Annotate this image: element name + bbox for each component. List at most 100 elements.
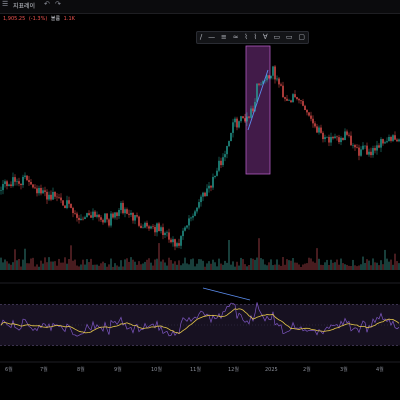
volume-bar: [346, 264, 348, 270]
candle-body: [80, 218, 82, 221]
draw-tool-9-icon[interactable]: ▢: [298, 33, 305, 41]
volume-bar: [180, 265, 182, 270]
candle-body: [386, 141, 388, 143]
volume-bar: [104, 263, 106, 270]
candle-body: [396, 139, 398, 142]
candle-body: [34, 187, 36, 189]
candle-body: [128, 213, 130, 215]
volume-bar: [390, 259, 392, 270]
candle-body: [8, 184, 10, 187]
volume-bar: [48, 257, 50, 270]
candle-body: [202, 192, 204, 197]
candle-body: [134, 215, 136, 221]
candle-body: [176, 243, 178, 247]
candle-body: [328, 136, 330, 143]
volume-bar: [262, 259, 264, 270]
volume-bar: [382, 264, 384, 270]
candle-body: [306, 110, 308, 113]
draw-tool-2-icon[interactable]: ≡: [220, 33, 227, 41]
volume-bar: [316, 248, 318, 270]
candle-body: [230, 132, 232, 142]
candle-body: [98, 214, 100, 218]
candle-body: [374, 148, 376, 151]
draw-tool-4-icon[interactable]: ⌇: [244, 33, 248, 41]
candle-body: [356, 147, 358, 148]
candle-body: [318, 127, 320, 133]
volume-bar: [204, 266, 206, 270]
candle-body: [264, 80, 266, 82]
volume-bar: [142, 263, 144, 270]
candle-body: [182, 230, 184, 237]
candle-body: [170, 239, 172, 243]
volume-bar: [336, 259, 338, 270]
volume-bar: [378, 265, 380, 270]
volume-bar: [156, 258, 158, 270]
candle-body: [218, 160, 220, 171]
volume-bar: [74, 259, 76, 270]
draw-tool-3-icon[interactable]: ≈: [232, 33, 239, 41]
volume-bar: [290, 260, 292, 270]
volume-bar: [158, 243, 160, 270]
candle-body: [390, 136, 392, 141]
candle-body: [20, 183, 22, 186]
volume-bar: [34, 266, 36, 270]
volume-bar: [208, 261, 210, 270]
candle-body: [332, 136, 334, 139]
volume-bar: [10, 264, 12, 270]
candle-body: [164, 232, 166, 235]
trendline-upper: [247, 69, 269, 131]
draw-tool-7-icon[interactable]: ▭: [273, 33, 281, 41]
volume-bar: [300, 266, 302, 270]
volume-bar: [202, 260, 204, 270]
volume-bar: [44, 257, 46, 270]
volume-bar: [288, 260, 290, 270]
volume-bar: [360, 264, 362, 270]
draw-tool-8-icon[interactable]: ▭: [285, 33, 293, 41]
volume-bar: [260, 258, 262, 270]
draw-tool-0-icon[interactable]: /: [199, 33, 203, 41]
candle-body: [6, 181, 8, 187]
drawing-toolbar: / — ≡ ≈ ⌇ ⌇ ∀ ▭ ▭ ▢: [196, 31, 309, 44]
volume-bar: [298, 264, 300, 270]
x-tick-label: 12월: [228, 366, 239, 373]
candle-body: [40, 187, 42, 194]
candle-body: [284, 97, 286, 99]
candle-body: [94, 211, 96, 217]
candle-body: [214, 175, 216, 178]
candle-body: [364, 145, 366, 147]
x-tick-label: 10월: [151, 366, 162, 373]
draw-tool-1-icon[interactable]: —: [208, 33, 216, 41]
draw-tool-5-icon[interactable]: ⌇: [253, 33, 257, 41]
draw-tool-6-icon[interactable]: ∀: [262, 33, 268, 41]
redo-icon[interactable]: ↷: [55, 0, 61, 8]
volume-bar: [138, 261, 140, 270]
layout-label[interactable]: 지표레이: [13, 3, 36, 10]
candle-body: [166, 232, 168, 234]
candle-body: [232, 122, 234, 133]
undo-icon[interactable]: ↶: [44, 0, 50, 8]
menu-icon[interactable]: ☰: [2, 0, 9, 8]
volume-bar: [258, 238, 260, 270]
candle-body: [380, 139, 382, 148]
volume-bar: [108, 264, 110, 270]
candle-body: [378, 145, 380, 148]
candle-body: [190, 217, 192, 219]
candle-body: [376, 145, 378, 151]
legend-volume-prefix: 볼륨: [50, 16, 61, 22]
candle-body: [308, 112, 310, 116]
candle-body: [104, 213, 106, 223]
candle-body: [148, 226, 150, 229]
volume-bar: [84, 264, 86, 270]
candle-body: [136, 215, 138, 217]
volume-bar: [314, 262, 316, 270]
volume-bar: [278, 264, 280, 270]
candle-body: [336, 136, 338, 138]
candle-body: [174, 239, 176, 247]
candle-body: [168, 232, 170, 240]
candle-body: [130, 212, 132, 215]
candle-body: [10, 184, 12, 187]
volume-bar: [274, 264, 276, 270]
volume-bar: [200, 259, 202, 270]
volume-bar: [322, 265, 324, 270]
